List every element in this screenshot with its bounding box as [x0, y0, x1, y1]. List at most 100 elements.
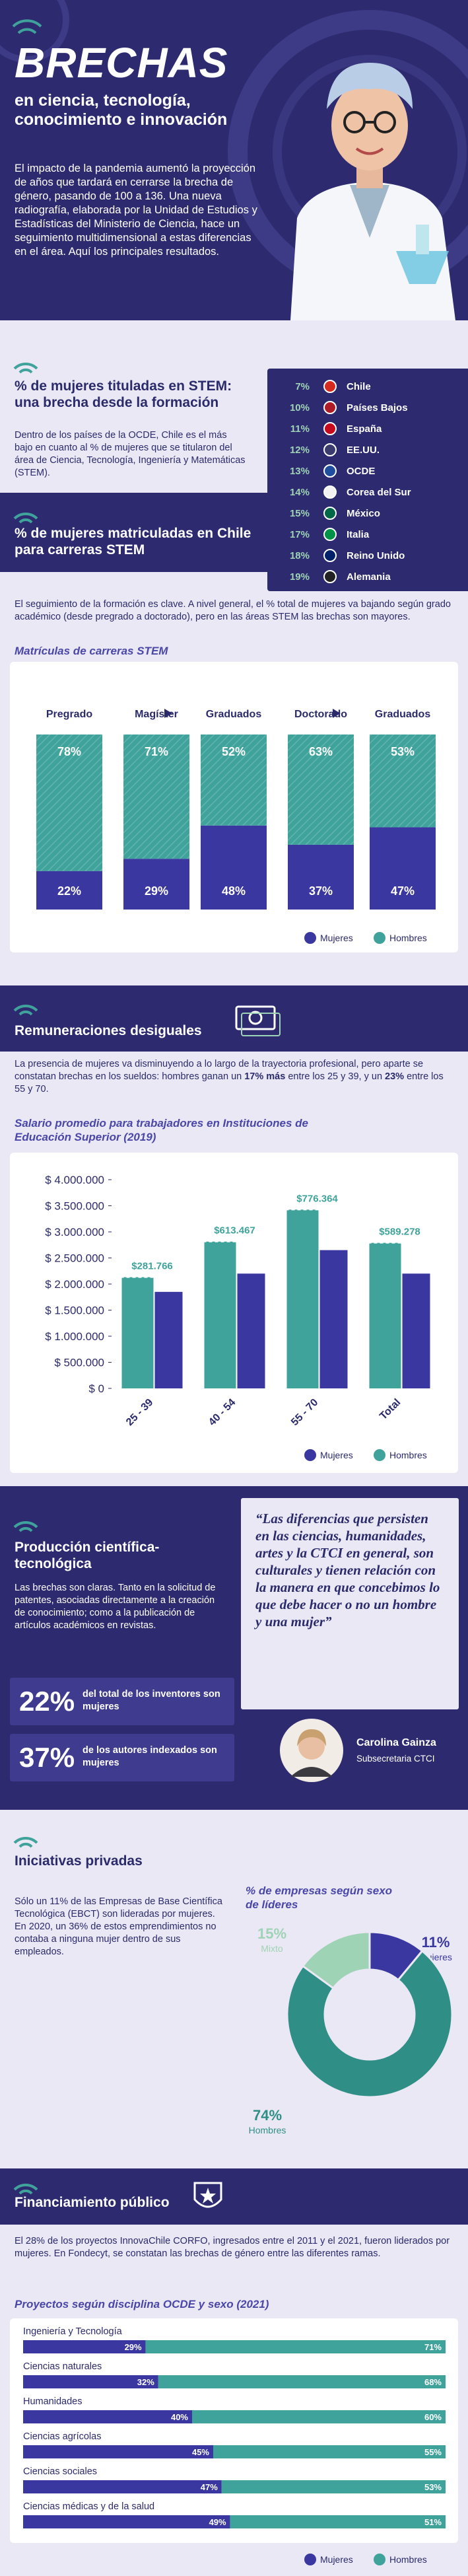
bar: [121, 1277, 154, 1388]
category-label: Ciencias naturales: [23, 2361, 102, 2372]
y-tick-label: $ 2.000.000: [45, 1278, 104, 1291]
bar: [154, 1291, 183, 1388]
bar-hatch: [36, 734, 102, 871]
country-value: 17%: [289, 529, 310, 540]
title: BRECHAS: [15, 39, 228, 87]
bar-hatch: [201, 734, 267, 826]
bar-segment: [213, 2445, 446, 2458]
bar-segment: [192, 2410, 446, 2423]
category-label: Ciencias agrícolas: [23, 2431, 101, 2442]
crest-icon: [193, 2182, 222, 2208]
data-label: 74%: [253, 2107, 282, 2124]
bar-hatch: [370, 734, 436, 828]
country-name: México: [347, 508, 380, 519]
country-flag: [323, 507, 337, 520]
legend-label: Hombres: [389, 2554, 427, 2565]
country-name: Reino Unido: [347, 550, 405, 561]
country-name: OCDE: [347, 466, 376, 477]
text-part: entre los 25 y 39, y un: [285, 1071, 385, 1082]
stat-text: de los autores indexados son mujeres: [83, 1745, 217, 1768]
country-row: 14% Corea del Sur: [267, 483, 468, 502]
bar: [286, 1209, 319, 1388]
country-value: 10%: [289, 402, 310, 413]
stats: 22% del total de los inventores son mujer…: [10, 1678, 234, 1797]
donut-slice: [286, 1949, 453, 2098]
country-flag: [323, 485, 337, 499]
legend-swatch: [374, 932, 385, 944]
section-heading: Financiamiento público: [15, 2195, 170, 2210]
wifi-icon: [13, 362, 38, 374]
arrow: [333, 709, 341, 718]
data-label: 68%: [424, 2377, 442, 2387]
bar-segment: [23, 2340, 146, 2353]
text-part: La presencia de mujeres va disminuyendo …: [15, 1059, 424, 1082]
bar-segment: [221, 2480, 446, 2493]
country-name: Chile: [347, 381, 371, 392]
data-label: 29%: [145, 884, 168, 898]
legend-label: Mujeres: [320, 1450, 353, 1460]
section-band: [0, 493, 267, 572]
country-row: 7% Chile: [267, 378, 468, 396]
section-heading: Remuneraciones desiguales: [15, 1023, 202, 1038]
y-tick-label: $ 3.000.000: [45, 1226, 104, 1238]
country-value: 18%: [289, 550, 310, 561]
portrait: [280, 1719, 343, 1782]
legend-swatch: [304, 932, 316, 944]
bar-segment: [23, 2375, 158, 2388]
slice-label: Mixto: [261, 1943, 283, 1954]
data-label: 15%: [257, 1925, 286, 1942]
country-name: Países Bajos: [347, 402, 408, 413]
y-tick-label: $ 4.000.000: [45, 1174, 104, 1186]
category-label: Ciencias médicas y de la salud: [23, 2501, 154, 2512]
data-label: 71%: [145, 745, 168, 758]
arrow: [164, 709, 172, 718]
text-part: 17% más: [244, 1071, 286, 1082]
chart-title: % de empresas según sexo de líderes: [246, 1884, 393, 1911]
bar-segment: [370, 827, 436, 910]
data-label: 52%: [222, 745, 246, 758]
y-tick-label: $ 0: [88, 1382, 104, 1395]
data-label: 11%: [422, 1934, 450, 1950]
bar: [319, 1250, 348, 1388]
header-decor: [0, 0, 468, 320]
country-name: Corea del Sur: [347, 487, 411, 498]
bar-hatch: [123, 734, 189, 859]
data-label: 51%: [424, 2517, 442, 2527]
stat-value: 22%: [19, 1686, 75, 1717]
country-row: 15% México: [267, 505, 468, 523]
gap-label: $589.278: [379, 1227, 420, 1238]
legend-swatch: [304, 2554, 316, 2565]
country-row: 13% OCDE: [267, 462, 468, 481]
wifi-icon: [13, 1836, 38, 1848]
text-part: 23%: [385, 1071, 405, 1082]
section-heading: Producción científica-tecnológica: [15, 1540, 160, 1571]
data-label: 47%: [201, 2482, 218, 2492]
data-label: 37%: [309, 884, 333, 898]
x-tick-label: Doctorado: [294, 709, 347, 720]
section-text: Sólo un 11% de las Empresas de Base Cien…: [15, 1896, 222, 1957]
subtitle: en ciencia, tecnología, conocimiento e i…: [15, 91, 228, 129]
country-name: EE.UU.: [347, 445, 380, 456]
enrollment-chart: Pregrado 22% 78% Magíster 29% 71% Graduados 48%…: [10, 662, 458, 952]
text-part: entre los 55 y 70.: [15, 1071, 444, 1094]
chart-title: Proyectos según disciplina OCDE y sexo (…: [15, 2298, 269, 2310]
chart-title: Salario promedio para trabajadores en In…: [15, 1117, 308, 1143]
country-name: Alemania: [347, 571, 391, 583]
gap-label: $281.766: [131, 1261, 173, 1272]
legend-swatch: [374, 1449, 385, 1461]
country-list: 7% Chile 10% Países Bajos 11% España 12% EE.UU.…: [267, 369, 468, 591]
wifi-icon: [13, 1004, 38, 1016]
section-band: [0, 985, 468, 1052]
wifi-icon: [13, 512, 38, 524]
bar: [369, 1242, 401, 1388]
country-value: 7%: [295, 381, 310, 392]
country-name: España: [347, 423, 382, 435]
country-flag: [323, 380, 337, 393]
gap-label: $613.467: [214, 1225, 255, 1236]
section-text: Dentro de los países de la OCDE, Chile e…: [15, 430, 246, 478]
donut-slice: [301, 1931, 371, 1990]
data-label: 29%: [125, 2342, 142, 2352]
country-row: 10% Países Bajos: [267, 399, 468, 417]
